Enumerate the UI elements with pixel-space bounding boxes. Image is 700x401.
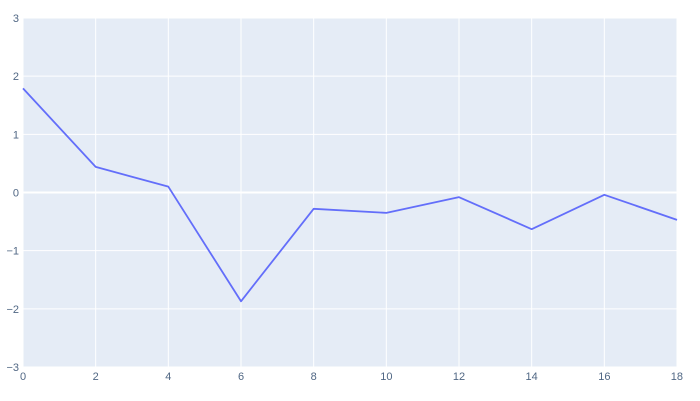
- x-tick-label: 12: [453, 371, 465, 383]
- y-axis-ticks: 3 2 1 0 −1 −2 −3: [6, 13, 19, 374]
- x-tick-label: 16: [598, 371, 610, 383]
- y-tick-label: 1: [13, 129, 19, 141]
- y-tick-label: −3: [6, 362, 19, 374]
- x-tick-label: 8: [311, 371, 317, 383]
- x-tick-label: 10: [380, 371, 392, 383]
- y-tick-label: 2: [13, 71, 19, 83]
- x-tick-label: 0: [20, 371, 26, 383]
- y-tick-label: 3: [13, 13, 19, 25]
- x-tick-label: 6: [238, 371, 244, 383]
- y-tick-label: −1: [6, 246, 19, 258]
- x-tick-label: 18: [671, 371, 683, 383]
- x-tick-label: 14: [526, 371, 538, 383]
- y-tick-label: −2: [6, 304, 19, 316]
- x-tick-label: 2: [93, 371, 99, 383]
- series-layer: [22, 87, 678, 303]
- series-line: [22, 87, 678, 303]
- y-tick-label: 0: [13, 188, 19, 200]
- grid-lines: [22, 17, 678, 368]
- x-tick-label: 4: [165, 371, 171, 383]
- x-axis-ticks: 0 2 4 6 8 10 12 14 16 18: [20, 371, 683, 383]
